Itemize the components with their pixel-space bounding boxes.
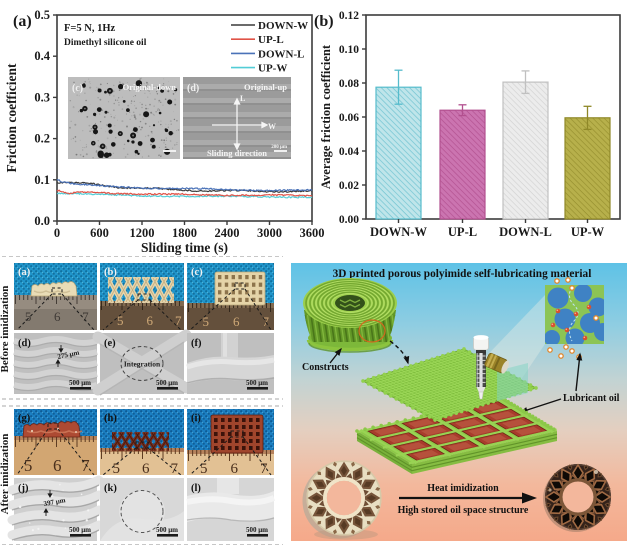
svg-text:UP-L: UP-L bbox=[258, 34, 284, 46]
svg-text:(d): (d) bbox=[187, 83, 199, 94]
svg-text:F=5 N, 1Hz: F=5 N, 1Hz bbox=[64, 23, 116, 34]
svg-text:397 μm: 397 μm bbox=[43, 496, 66, 508]
svg-text:(i): (i) bbox=[191, 413, 201, 424]
svg-text:(k): (k) bbox=[104, 483, 117, 494]
svg-text:(b): (b) bbox=[314, 13, 334, 30]
svg-text:(j): (j) bbox=[18, 483, 29, 494]
svg-text:5: 5 bbox=[203, 314, 210, 329]
svg-text:W: W bbox=[268, 122, 276, 131]
svg-text:0.02: 0.02 bbox=[339, 180, 359, 192]
svg-text:DOWN-L: DOWN-L bbox=[258, 48, 304, 60]
svg-text:Friction coefficient: Friction coefficient bbox=[4, 63, 19, 173]
svg-text:(b): (b) bbox=[104, 267, 117, 278]
svg-text:UP-L: UP-L bbox=[448, 225, 477, 239]
svg-text:500 μm: 500 μm bbox=[156, 526, 178, 534]
svg-text:(a): (a) bbox=[13, 13, 32, 30]
svg-text:5: 5 bbox=[117, 313, 124, 328]
svg-text:L: L bbox=[240, 94, 245, 103]
svg-text:500 μm: 500 μm bbox=[69, 526, 91, 534]
svg-text:500 μm: 500 μm bbox=[156, 379, 178, 387]
svg-text:0.3: 0.3 bbox=[34, 90, 50, 104]
svg-text:7: 7 bbox=[263, 314, 270, 329]
svg-text:(g): (g) bbox=[18, 413, 31, 424]
svg-text:Constructs: Constructs bbox=[302, 362, 349, 373]
svg-text:2400: 2400 bbox=[215, 226, 240, 240]
svg-text:7: 7 bbox=[81, 456, 90, 475]
svg-text:DOWN-W: DOWN-W bbox=[258, 20, 308, 32]
svg-text:(c): (c) bbox=[72, 83, 83, 94]
svg-text:6: 6 bbox=[233, 314, 240, 329]
svg-text:After imidization: After imidization bbox=[0, 434, 11, 515]
svg-text:6: 6 bbox=[146, 313, 153, 328]
svg-text:Average friction coefficient: Average friction coefficient bbox=[319, 44, 333, 189]
svg-text:5: 5 bbox=[25, 309, 32, 324]
svg-text:(h): (h) bbox=[104, 413, 117, 424]
svg-text:UP-W: UP-W bbox=[258, 63, 287, 75]
svg-text:0.12: 0.12 bbox=[339, 10, 359, 22]
svg-text:6: 6 bbox=[54, 309, 61, 324]
svg-text:0.00: 0.00 bbox=[339, 214, 359, 226]
svg-text:Lubricant oil: Lubricant oil bbox=[563, 393, 620, 404]
svg-text:1200: 1200 bbox=[130, 226, 155, 240]
svg-text:7: 7 bbox=[82, 309, 89, 324]
svg-text:6: 6 bbox=[53, 456, 62, 475]
svg-text:Original-down: Original-down bbox=[123, 82, 177, 92]
svg-text:0.2: 0.2 bbox=[34, 132, 50, 146]
svg-text:(a): (a) bbox=[18, 267, 31, 278]
svg-text:0.06: 0.06 bbox=[339, 112, 359, 124]
svg-text:Dimethyl silicone oil: Dimethyl silicone oil bbox=[64, 38, 147, 48]
svg-text:6: 6 bbox=[230, 461, 238, 477]
svg-text:UP-W: UP-W bbox=[571, 225, 605, 239]
svg-text:5: 5 bbox=[24, 456, 33, 475]
svg-text:(f): (f) bbox=[191, 338, 202, 349]
svg-text:Sliding direction: Sliding direction bbox=[207, 148, 267, 158]
svg-text:Sliding time (s): Sliding time (s) bbox=[141, 240, 228, 255]
svg-text:7: 7 bbox=[260, 461, 268, 477]
svg-text:0.1: 0.1 bbox=[34, 173, 50, 187]
svg-text:(d): (d) bbox=[18, 338, 31, 349]
svg-text:1800: 1800 bbox=[172, 226, 197, 240]
svg-text:DOWN-W: DOWN-W bbox=[370, 225, 427, 239]
svg-text:500 μm: 500 μm bbox=[246, 526, 268, 534]
svg-text:0.08: 0.08 bbox=[339, 78, 359, 90]
svg-text:0.0: 0.0 bbox=[34, 214, 50, 228]
svg-text:200 μm: 200 μm bbox=[271, 145, 288, 150]
svg-text:5: 5 bbox=[113, 461, 121, 477]
svg-text:(e): (e) bbox=[104, 338, 116, 349]
svg-text:500 μm: 500 μm bbox=[69, 379, 91, 387]
svg-text:0: 0 bbox=[54, 226, 60, 240]
svg-text:3600: 3600 bbox=[300, 226, 325, 240]
svg-text:600: 600 bbox=[90, 226, 109, 240]
svg-text:0.10: 0.10 bbox=[339, 44, 359, 56]
svg-text:High stored oil space structur: High stored oil space structure bbox=[398, 505, 529, 516]
svg-text:0.04: 0.04 bbox=[339, 146, 359, 158]
svg-text:0.4: 0.4 bbox=[34, 49, 50, 63]
svg-text:Original-up: Original-up bbox=[244, 82, 287, 92]
svg-text:7: 7 bbox=[175, 313, 182, 328]
svg-text:6: 6 bbox=[142, 461, 150, 477]
svg-text:Before imidization: Before imidization bbox=[0, 286, 11, 373]
svg-text:3000: 3000 bbox=[257, 226, 282, 240]
svg-text:5: 5 bbox=[200, 461, 208, 477]
svg-text:0.5: 0.5 bbox=[34, 8, 50, 22]
svg-text:Heat imidization: Heat imidization bbox=[427, 483, 499, 494]
svg-text:DOWN-L: DOWN-L bbox=[499, 225, 552, 239]
svg-text:(l): (l) bbox=[191, 483, 201, 494]
svg-text:(c): (c) bbox=[191, 267, 203, 278]
svg-text:500 μm: 500 μm bbox=[246, 379, 268, 387]
svg-text:3D printed porous polyimide se: 3D printed porous polyimide self-lubrica… bbox=[333, 268, 592, 280]
svg-text:Integration: Integration bbox=[124, 360, 161, 369]
